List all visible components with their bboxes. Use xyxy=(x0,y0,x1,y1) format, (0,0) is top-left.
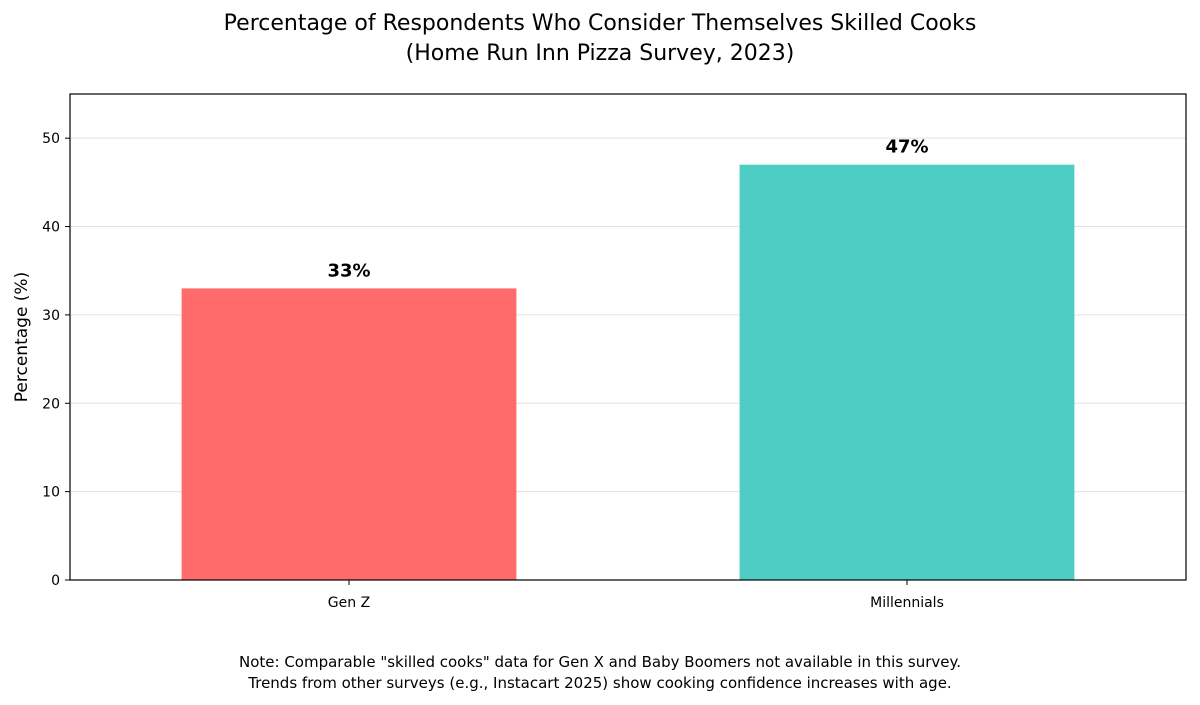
x-tick-label-1: Millennials xyxy=(870,595,944,611)
y-tick-label-40: 40 xyxy=(42,220,60,236)
x-tick-label-0: Gen Z xyxy=(328,595,370,611)
chart-subtitle: (Home Run Inn Pizza Survey, 2023) xyxy=(405,41,795,66)
bar-value-label-1: 47% xyxy=(885,137,928,158)
y-tick-label-50: 50 xyxy=(42,131,60,147)
bar-0 xyxy=(181,288,517,580)
plot-frame xyxy=(69,93,1187,581)
y-tick-label-20: 20 xyxy=(42,396,60,412)
bar-1 xyxy=(739,164,1075,580)
y-tick-label-10: 10 xyxy=(42,485,60,501)
chart-title: Percentage of Respondents Who Consider T… xyxy=(223,11,977,36)
chart-note-line-2: Trends from other surveys (e.g., Instaca… xyxy=(248,674,952,692)
y-tick-label-0: 0 xyxy=(51,573,60,589)
y-axis-label: Percentage (%) xyxy=(12,272,32,402)
y-tick-label-30: 30 xyxy=(42,308,60,324)
chart-note-line-1: Note: Comparable "skilled cooks" data fo… xyxy=(238,653,962,671)
bar-value-label-0: 33% xyxy=(327,260,370,281)
